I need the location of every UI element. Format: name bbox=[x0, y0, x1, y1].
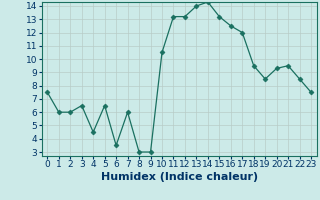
X-axis label: Humidex (Indice chaleur): Humidex (Indice chaleur) bbox=[100, 172, 258, 182]
